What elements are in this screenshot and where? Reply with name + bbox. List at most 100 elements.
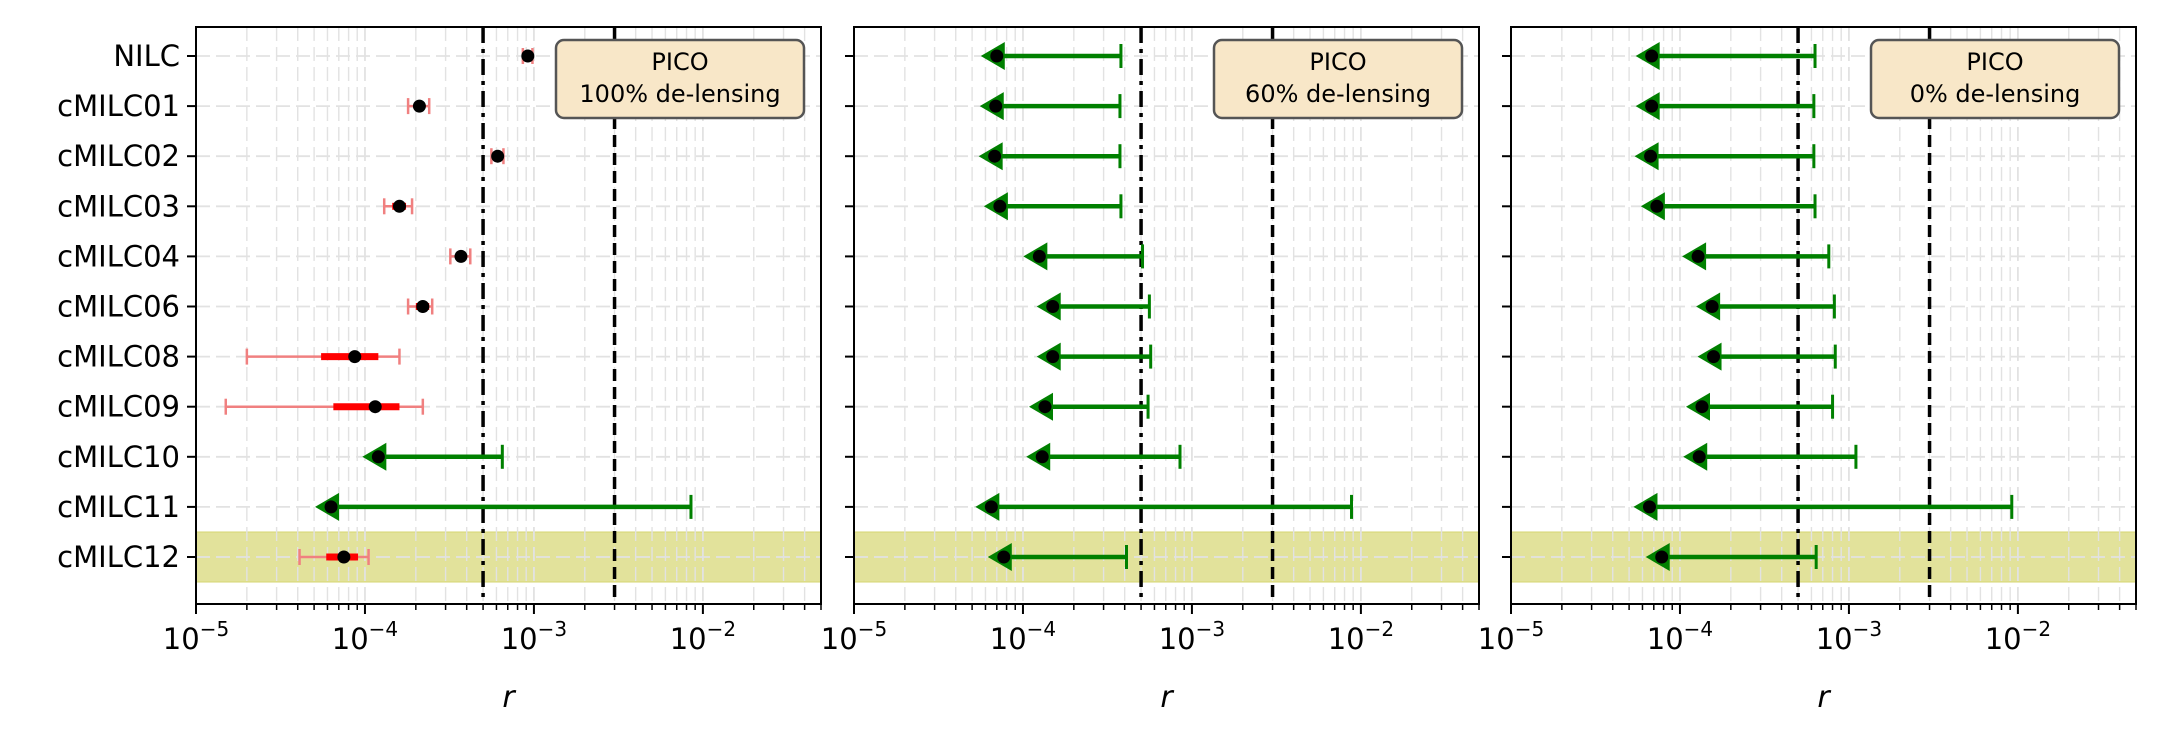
point-cmilc10 [1683,442,1858,471]
category-label-nilc: NILC [113,39,180,73]
annotation-line: PICO [1966,48,2023,76]
point-cmilc09 [224,398,425,415]
annotation-frame [1212,38,1464,120]
point-cmilc02 [978,142,1122,171]
data-marker [1038,400,1052,414]
data-marker [990,49,1004,63]
data-marker [993,199,1007,213]
annotation-box: PICO 0% de-lensing [1869,38,2121,120]
point-cmilc04 [1682,242,1831,271]
data-marker [1645,99,1659,113]
x-tick-label: 10−2 [1985,617,2051,656]
point-cmilc10 [1026,442,1182,471]
data-marker [521,49,535,63]
annotation-frame [1869,38,2121,120]
category-label-cmilc11: cMILC11 [57,490,180,524]
point-cmilc01 [979,92,1122,121]
data-marker [1705,300,1719,313]
x-tick-label: 10−4 [990,617,1056,656]
point-cmilc04 [449,248,472,265]
annotation-line: PICO [1309,48,1366,76]
annotation-line: PICO [651,48,708,76]
x-axis-label: r [1817,680,1831,715]
point-cmilc08 [245,348,401,365]
annotation-box: PICO 100% de-lensing [554,38,806,120]
x-tick-label: 10−5 [163,617,229,656]
data-marker [1691,249,1705,263]
data-marker [1644,149,1658,163]
plot-content [854,27,1479,604]
x-tick-label: 10−5 [1478,617,1544,656]
category-labels: NILC cMILC01 cMILC02 cMILC03 cMILC04 cMILC06 c… [57,39,180,574]
data-marker [1642,500,1656,514]
annotation-line: 0% de-lensing [1910,80,2081,108]
data-marker [337,550,351,564]
point-cmilc08 [1036,342,1153,371]
category-label-cmilc03: cMILC03 [57,189,180,223]
data-marker [997,550,1011,564]
point-cmilc12 [1645,543,1818,571]
point-cmilc06 [406,298,434,315]
panel-middle: PICO 60% de-lensing 10−5 10−4 10−3 10−2 r [821,26,1480,715]
data-marker [368,400,382,414]
x-axis: 10−5 10−4 10−3 10−2 [821,604,1480,656]
point-cmilc09 [1028,392,1150,421]
point-cmilc09 [1685,392,1835,421]
x-tick-label: 10−2 [1328,617,1394,656]
annotation-box: PICO 60% de-lensing [1212,38,1464,120]
panel-left: PICO 100% de-lensing 10−5 10−4 10−3 10−2 r [163,26,822,715]
data-marker [1695,400,1709,414]
category-label-cmilc06: cMILC06 [57,290,180,324]
point-cmilc12 [298,549,370,565]
data-marker [324,500,338,514]
annotation-line: 60% de-lensing [1245,80,1431,108]
data-marker [454,249,468,263]
x-tick-label: 10−5 [821,617,887,656]
plot-content [1511,27,2136,604]
data-marker [348,350,362,364]
category-label-cmilc12: cMILC12 [57,540,180,574]
point-cmilc03 [983,192,1123,221]
x-tick-label: 10−2 [670,617,736,656]
data-marker [491,149,505,163]
point-cmilc02 [1634,142,1816,171]
x-axis: 10−5 10−4 10−3 10−2 [1478,604,2137,656]
point-cmilc02 [490,148,505,165]
x-axis-label: r [502,680,516,715]
point-cmilc11 [1633,492,2014,521]
category-label-cmilc10: cMILC10 [57,440,180,474]
data-marker [1692,450,1706,464]
point-cmilc11 [975,492,1354,521]
data-marker [1046,300,1060,313]
data-marker [1046,350,1060,364]
data-marker [1655,550,1669,564]
category-label-cmilc08: cMILC08 [57,340,180,374]
annotation-frame [554,38,806,120]
point-cmilc06 [1036,292,1151,321]
category-label-cmilc01: cMILC01 [57,89,180,123]
point-nilc [521,48,535,64]
data-marker [1650,199,1664,213]
data-marker [392,199,406,213]
point-cmilc01 [406,98,431,115]
point-cmilc12 [987,543,1129,571]
category-label-cmilc02: cMILC02 [57,139,180,173]
point-cmilc01 [1635,92,1816,121]
x-axis-label: r [1160,680,1174,715]
x-tick-label: 10−4 [332,617,398,656]
point-cmilc10 [362,442,504,471]
point-nilc [1635,42,1817,70]
x-axis: 10−5 10−4 10−3 10−2 [163,604,822,656]
data-marker [989,99,1003,113]
point-cmilc11 [315,492,693,521]
data-marker [1707,350,1721,364]
data-marker [984,500,998,514]
data-marker [1032,249,1046,263]
data-marker [1645,49,1659,63]
point-cmilc03 [382,198,414,215]
panel-right: PICO 0% de-lensing 10−5 10−4 10−3 10−2 r [1478,26,2137,715]
plot-content [196,27,821,604]
x-tick-label: 10−3 [1159,617,1225,656]
